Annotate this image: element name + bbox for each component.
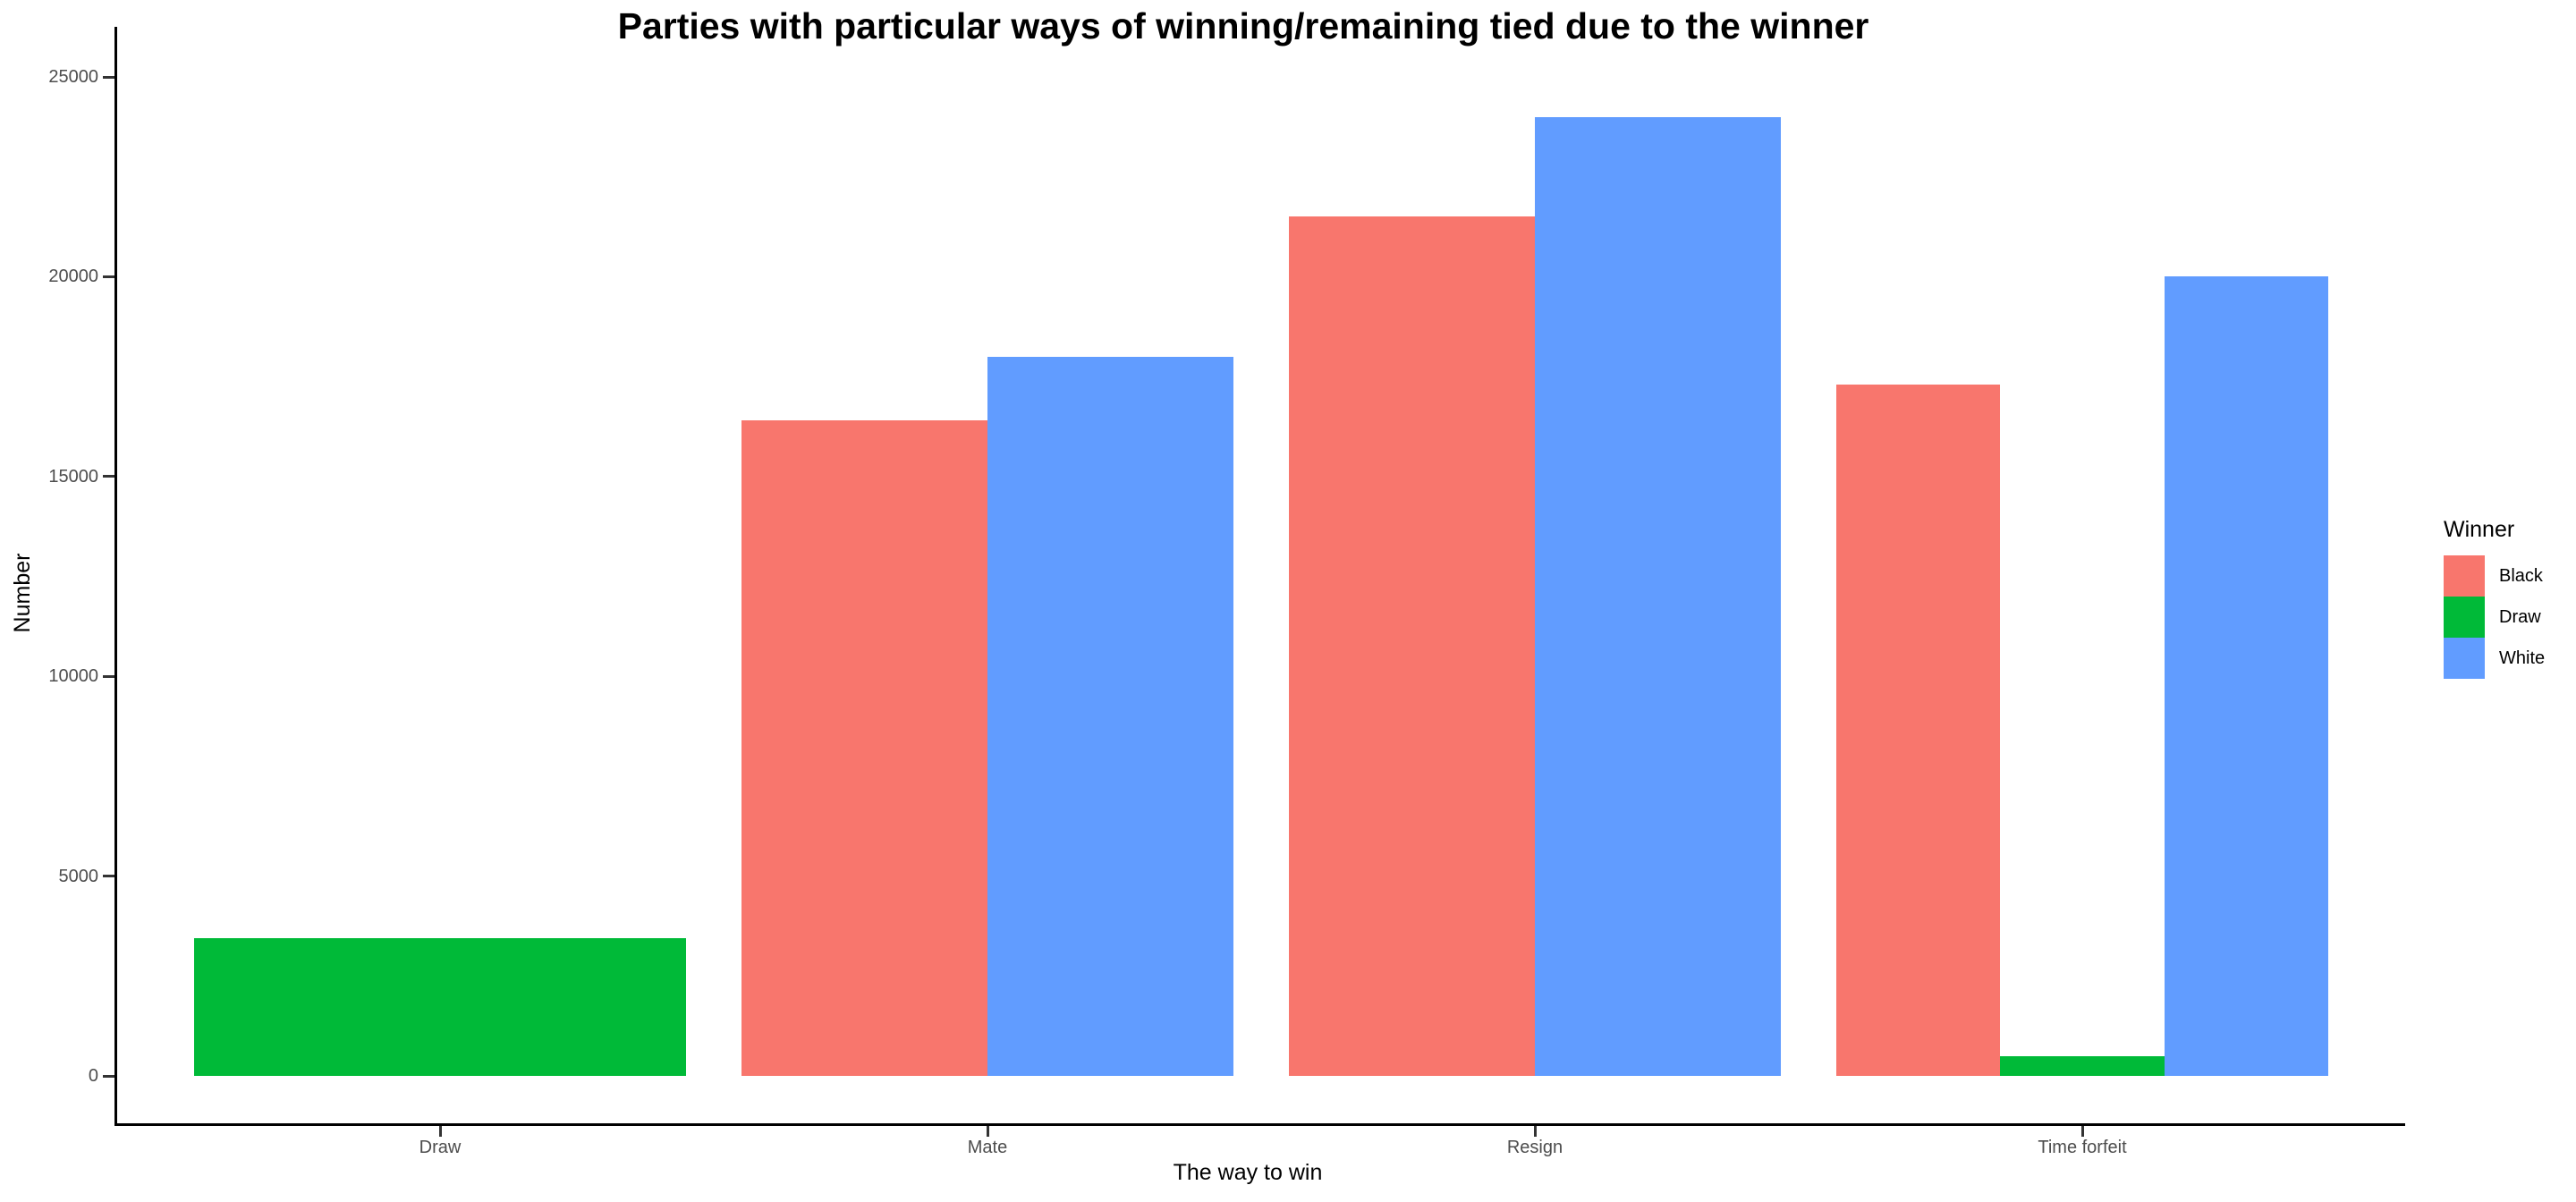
legend-swatch-black	[2444, 555, 2485, 597]
y-tick-label: 15000	[48, 466, 98, 487]
legend-swatch-white	[2444, 638, 2485, 679]
legend-label-black: Black	[2499, 566, 2543, 586]
y-tick-mark	[103, 1074, 114, 1078]
bar-white-time-forfeit	[2164, 276, 2328, 1076]
x-tick-mark	[2080, 1126, 2084, 1137]
x-tick-label-draw: Draw	[419, 1138, 462, 1157]
y-tick-mark	[103, 875, 114, 878]
y-tick-label: 20000	[48, 267, 98, 287]
bar-draw-time-forfeit	[2000, 1055, 2165, 1076]
x-tick-mark	[438, 1126, 442, 1137]
x-axis-line	[114, 1123, 2405, 1126]
x-tick-label-time-forfeit: Time forfeit	[2038, 1138, 2127, 1157]
x-tick-mark	[1533, 1126, 1537, 1137]
x-tick-mark	[986, 1126, 989, 1137]
x-axis-title: The way to win	[1173, 1160, 1323, 1185]
legend-label-draw: Draw	[2499, 607, 2541, 627]
legend-swatch-draw	[2444, 597, 2485, 638]
y-tick-mark	[103, 275, 114, 278]
x-tick-label-mate: Mate	[967, 1138, 1008, 1157]
y-tick-label: 5000	[58, 866, 99, 886]
bar-black-time-forfeit	[1836, 385, 2001, 1076]
y-tick-mark	[103, 75, 114, 79]
y-tick-label: 0	[88, 1066, 98, 1086]
y-axis-title: Number	[10, 553, 35, 633]
bar-draw-draw	[194, 937, 686, 1076]
bar-white-mate	[987, 356, 1233, 1076]
bar-black-mate	[741, 420, 987, 1076]
bar-black-resign	[1289, 216, 1535, 1076]
bar-white-resign	[1535, 116, 1781, 1076]
x-tick-label-resign: Resign	[1506, 1138, 1563, 1157]
y-axis-line	[114, 27, 117, 1126]
y-tick-label: 25000	[48, 67, 98, 87]
y-tick-label: 10000	[48, 666, 98, 687]
chart-title: Parties with particular ways of winning/…	[617, 5, 1869, 47]
y-tick-mark	[103, 674, 114, 678]
legend-title: Winner	[2444, 517, 2515, 542]
y-tick-mark	[103, 475, 114, 478]
legend-label-white: White	[2499, 648, 2546, 668]
